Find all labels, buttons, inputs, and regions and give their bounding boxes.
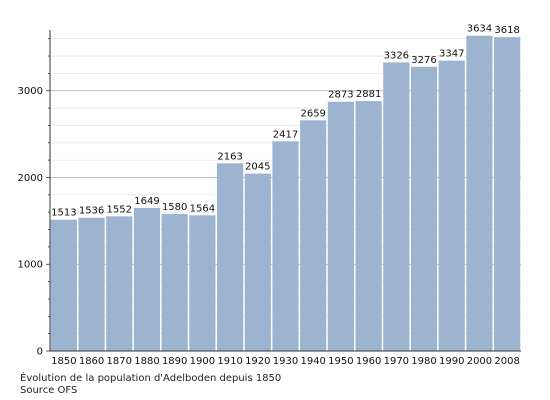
value-label-1940: 2659 [300, 108, 325, 119]
bar-1860 [78, 217, 105, 351]
value-label-2008: 3618 [494, 25, 519, 36]
bar-1880 [133, 207, 161, 351]
bar-1970 [383, 62, 410, 352]
bar-1990 [438, 60, 465, 352]
y-tick-3000: 3000 [18, 86, 43, 97]
y-tick-1000: 1000 [18, 260, 43, 271]
value-label-1970: 3326 [384, 50, 409, 61]
bar-1850 [50, 219, 77, 351]
value-label-1920: 2045 [245, 162, 270, 173]
bar-1890 [161, 213, 188, 351]
value-label-1910: 2163 [217, 151, 242, 162]
caption-source: Source OFS [20, 385, 78, 396]
value-label-1870: 1552 [107, 204, 132, 215]
bar-2008 [494, 37, 521, 352]
bars [50, 35, 521, 352]
bar-1910 [216, 163, 244, 351]
x-tick-1940: 1940 [300, 356, 325, 367]
x-tick-1890: 1890 [162, 356, 187, 367]
x-tick-2008: 2008 [494, 356, 519, 367]
bar-1950 [327, 101, 355, 352]
value-label-1980: 3276 [411, 55, 436, 66]
value-label-1850: 1513 [51, 208, 76, 219]
bar-1960 [355, 101, 382, 351]
x-tick-1990: 1990 [439, 356, 464, 367]
value-label-1890: 1580 [162, 202, 187, 213]
bar-2000 [466, 35, 493, 351]
x-tick-1910: 1910 [217, 356, 242, 367]
x-tick-1960: 1960 [356, 356, 381, 367]
x-tick-1850: 1850 [51, 356, 76, 367]
x-tick-1900: 1900 [190, 356, 215, 367]
x-tick-labels: 1850 1860 1870 1880 1890 1900 1910 1920 1930 1940… [51, 356, 520, 367]
bar-1980 [410, 66, 438, 352]
bar-1930 [272, 141, 299, 351]
bar-1900 [189, 215, 216, 351]
value-label-2000: 3634 [467, 24, 492, 35]
caption-title: Évolution de la population d'Adelboden d… [20, 373, 282, 384]
value-label-1950: 2873 [328, 90, 353, 101]
y-tick-0: 0 [37, 347, 43, 358]
x-tick-1870: 1870 [107, 356, 132, 367]
value-label-1960: 2881 [356, 89, 381, 100]
bar-1870 [106, 216, 133, 351]
bar-1940 [300, 120, 327, 351]
x-tick-1880: 1880 [134, 356, 159, 367]
y-tick-labels: 0 1000 2000 3000 [18, 86, 43, 357]
x-tick-1970: 1970 [384, 356, 409, 367]
x-tick-2000: 2000 [467, 356, 492, 367]
x-tick-1930: 1930 [273, 356, 298, 367]
value-label-1860: 1536 [79, 206, 104, 217]
axes [46, 30, 521, 352]
x-tick-1980: 1980 [411, 356, 436, 367]
x-tick-1920: 1920 [245, 356, 270, 367]
x-tick-1950: 1950 [328, 356, 353, 367]
value-label-1990: 3347 [439, 49, 464, 60]
y-tick-2000: 2000 [18, 173, 43, 184]
value-label-1900: 1564 [190, 203, 215, 214]
value-label-1930: 2417 [273, 129, 298, 140]
x-tick-1860: 1860 [79, 356, 104, 367]
bar-1920 [244, 173, 271, 351]
value-label-1880: 1649 [134, 196, 159, 207]
